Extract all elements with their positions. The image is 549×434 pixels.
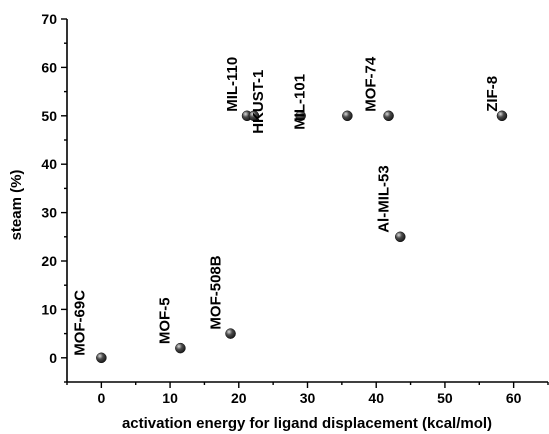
data-point (295, 110, 306, 122)
point-labels: MOF-69C MOF-5 MOF-508B MIL-110 HKUST-1 MIL-10… (71, 56, 501, 356)
point-label: Al-MIL-53 (375, 165, 392, 233)
data-points (96, 110, 508, 364)
y-tick-label: 40 (41, 156, 57, 172)
x-axis-title: activation energy for ligand displacemen… (122, 415, 492, 432)
x-tick-label: 20 (231, 390, 247, 406)
y-tick-label: 0 (49, 350, 57, 366)
x-tick-label: 30 (300, 390, 316, 406)
data-point (496, 110, 508, 122)
y-tick-label: 60 (41, 59, 57, 75)
x-tick-label: 0 (97, 390, 105, 406)
point-label: MOF-74 (363, 56, 380, 112)
x-tick-label: 40 (368, 390, 384, 406)
data-point (383, 110, 394, 122)
y-axis-title: steam (%) (8, 170, 25, 241)
point-label: ZIF-8 (484, 76, 501, 112)
point-label: MOF-5 (156, 297, 173, 344)
point-label: MOF-69C (71, 290, 88, 356)
y-tick-label: 10 (41, 301, 57, 317)
point-label: MOF-508B (208, 255, 225, 329)
y-tick-label: 30 (41, 205, 57, 221)
data-point (175, 342, 186, 354)
y-tick-label: 50 (41, 108, 57, 124)
data-point (342, 110, 353, 122)
x-tick-label: 60 (506, 390, 522, 406)
data-point (225, 328, 236, 339)
y-tick-label: 20 (41, 253, 57, 269)
x-tick-label: 10 (162, 390, 178, 406)
point-label: HKUST-1 (250, 70, 267, 134)
point-label: MIL-110 (224, 57, 241, 112)
x-tick-label: 50 (437, 390, 453, 406)
axis-ticks: 0 10 20 30 40 50 60 0 10 20 30 40 50 60 70 (41, 11, 549, 406)
y-tick-label: 70 (41, 11, 57, 27)
data-point (96, 352, 107, 364)
axes (66, 19, 548, 383)
point-label: MIL-101 (292, 74, 309, 130)
data-point (248, 110, 260, 122)
data-point (395, 231, 406, 243)
